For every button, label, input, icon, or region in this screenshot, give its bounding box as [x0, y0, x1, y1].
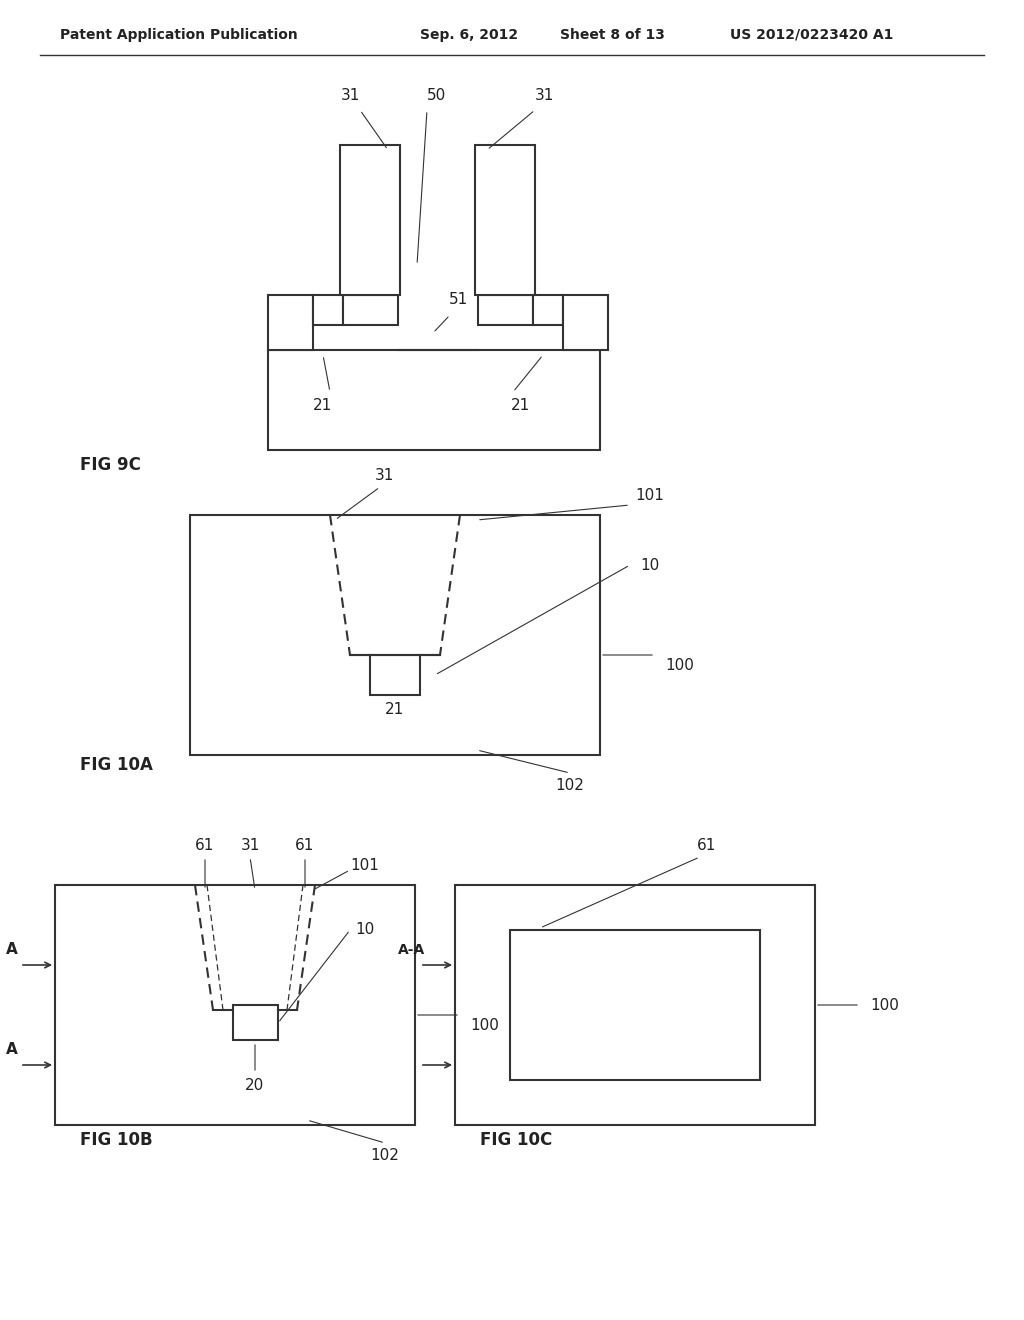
- Bar: [55, 884, 415, 1125]
- Text: Sep. 6, 2012: Sep. 6, 2012: [420, 28, 518, 42]
- Bar: [233, 1005, 278, 1040]
- Text: 31: 31: [241, 837, 260, 853]
- Text: 10: 10: [355, 923, 375, 937]
- Bar: [370, 655, 420, 696]
- Text: 20: 20: [246, 1077, 264, 1093]
- Text: Sheet 8 of 13: Sheet 8 of 13: [560, 28, 665, 42]
- Bar: [190, 515, 600, 755]
- Bar: [268, 294, 313, 350]
- Bar: [534, 294, 563, 325]
- Text: FIG 10B: FIG 10B: [80, 1131, 153, 1148]
- Text: FIG 10A: FIG 10A: [80, 756, 153, 774]
- Text: 102: 102: [371, 1147, 399, 1163]
- Text: 102: 102: [556, 777, 585, 792]
- Text: 21: 21: [385, 702, 404, 718]
- Bar: [478, 294, 534, 325]
- Text: 31: 31: [376, 467, 394, 483]
- Text: 100: 100: [665, 657, 694, 672]
- Bar: [475, 145, 535, 294]
- Text: 21: 21: [510, 397, 529, 412]
- Text: A: A: [6, 1043, 17, 1057]
- Bar: [313, 294, 343, 325]
- Bar: [340, 145, 400, 294]
- Text: 61: 61: [697, 837, 717, 853]
- Text: FIG 9C: FIG 9C: [80, 455, 141, 474]
- Bar: [563, 294, 608, 350]
- Text: Patent Application Publication: Patent Application Publication: [60, 28, 298, 42]
- Text: US 2012/0223420 A1: US 2012/0223420 A1: [730, 28, 893, 42]
- Text: 61: 61: [295, 837, 314, 853]
- Bar: [343, 294, 398, 325]
- Text: 51: 51: [449, 293, 468, 308]
- Text: FIG 10C: FIG 10C: [480, 1131, 552, 1148]
- Text: 31: 31: [536, 87, 555, 103]
- Text: 10: 10: [640, 557, 659, 573]
- Text: A-A: A-A: [398, 942, 426, 957]
- Text: 31: 31: [340, 87, 359, 103]
- Text: 61: 61: [196, 837, 215, 853]
- Bar: [510, 931, 760, 1080]
- Text: A: A: [6, 942, 17, 957]
- Text: 101: 101: [636, 487, 665, 503]
- Bar: [455, 884, 815, 1125]
- Text: 100: 100: [870, 998, 899, 1012]
- Text: 100: 100: [470, 1018, 499, 1032]
- Text: 101: 101: [350, 858, 380, 873]
- Text: 21: 21: [313, 397, 333, 412]
- Text: 50: 50: [427, 87, 446, 103]
